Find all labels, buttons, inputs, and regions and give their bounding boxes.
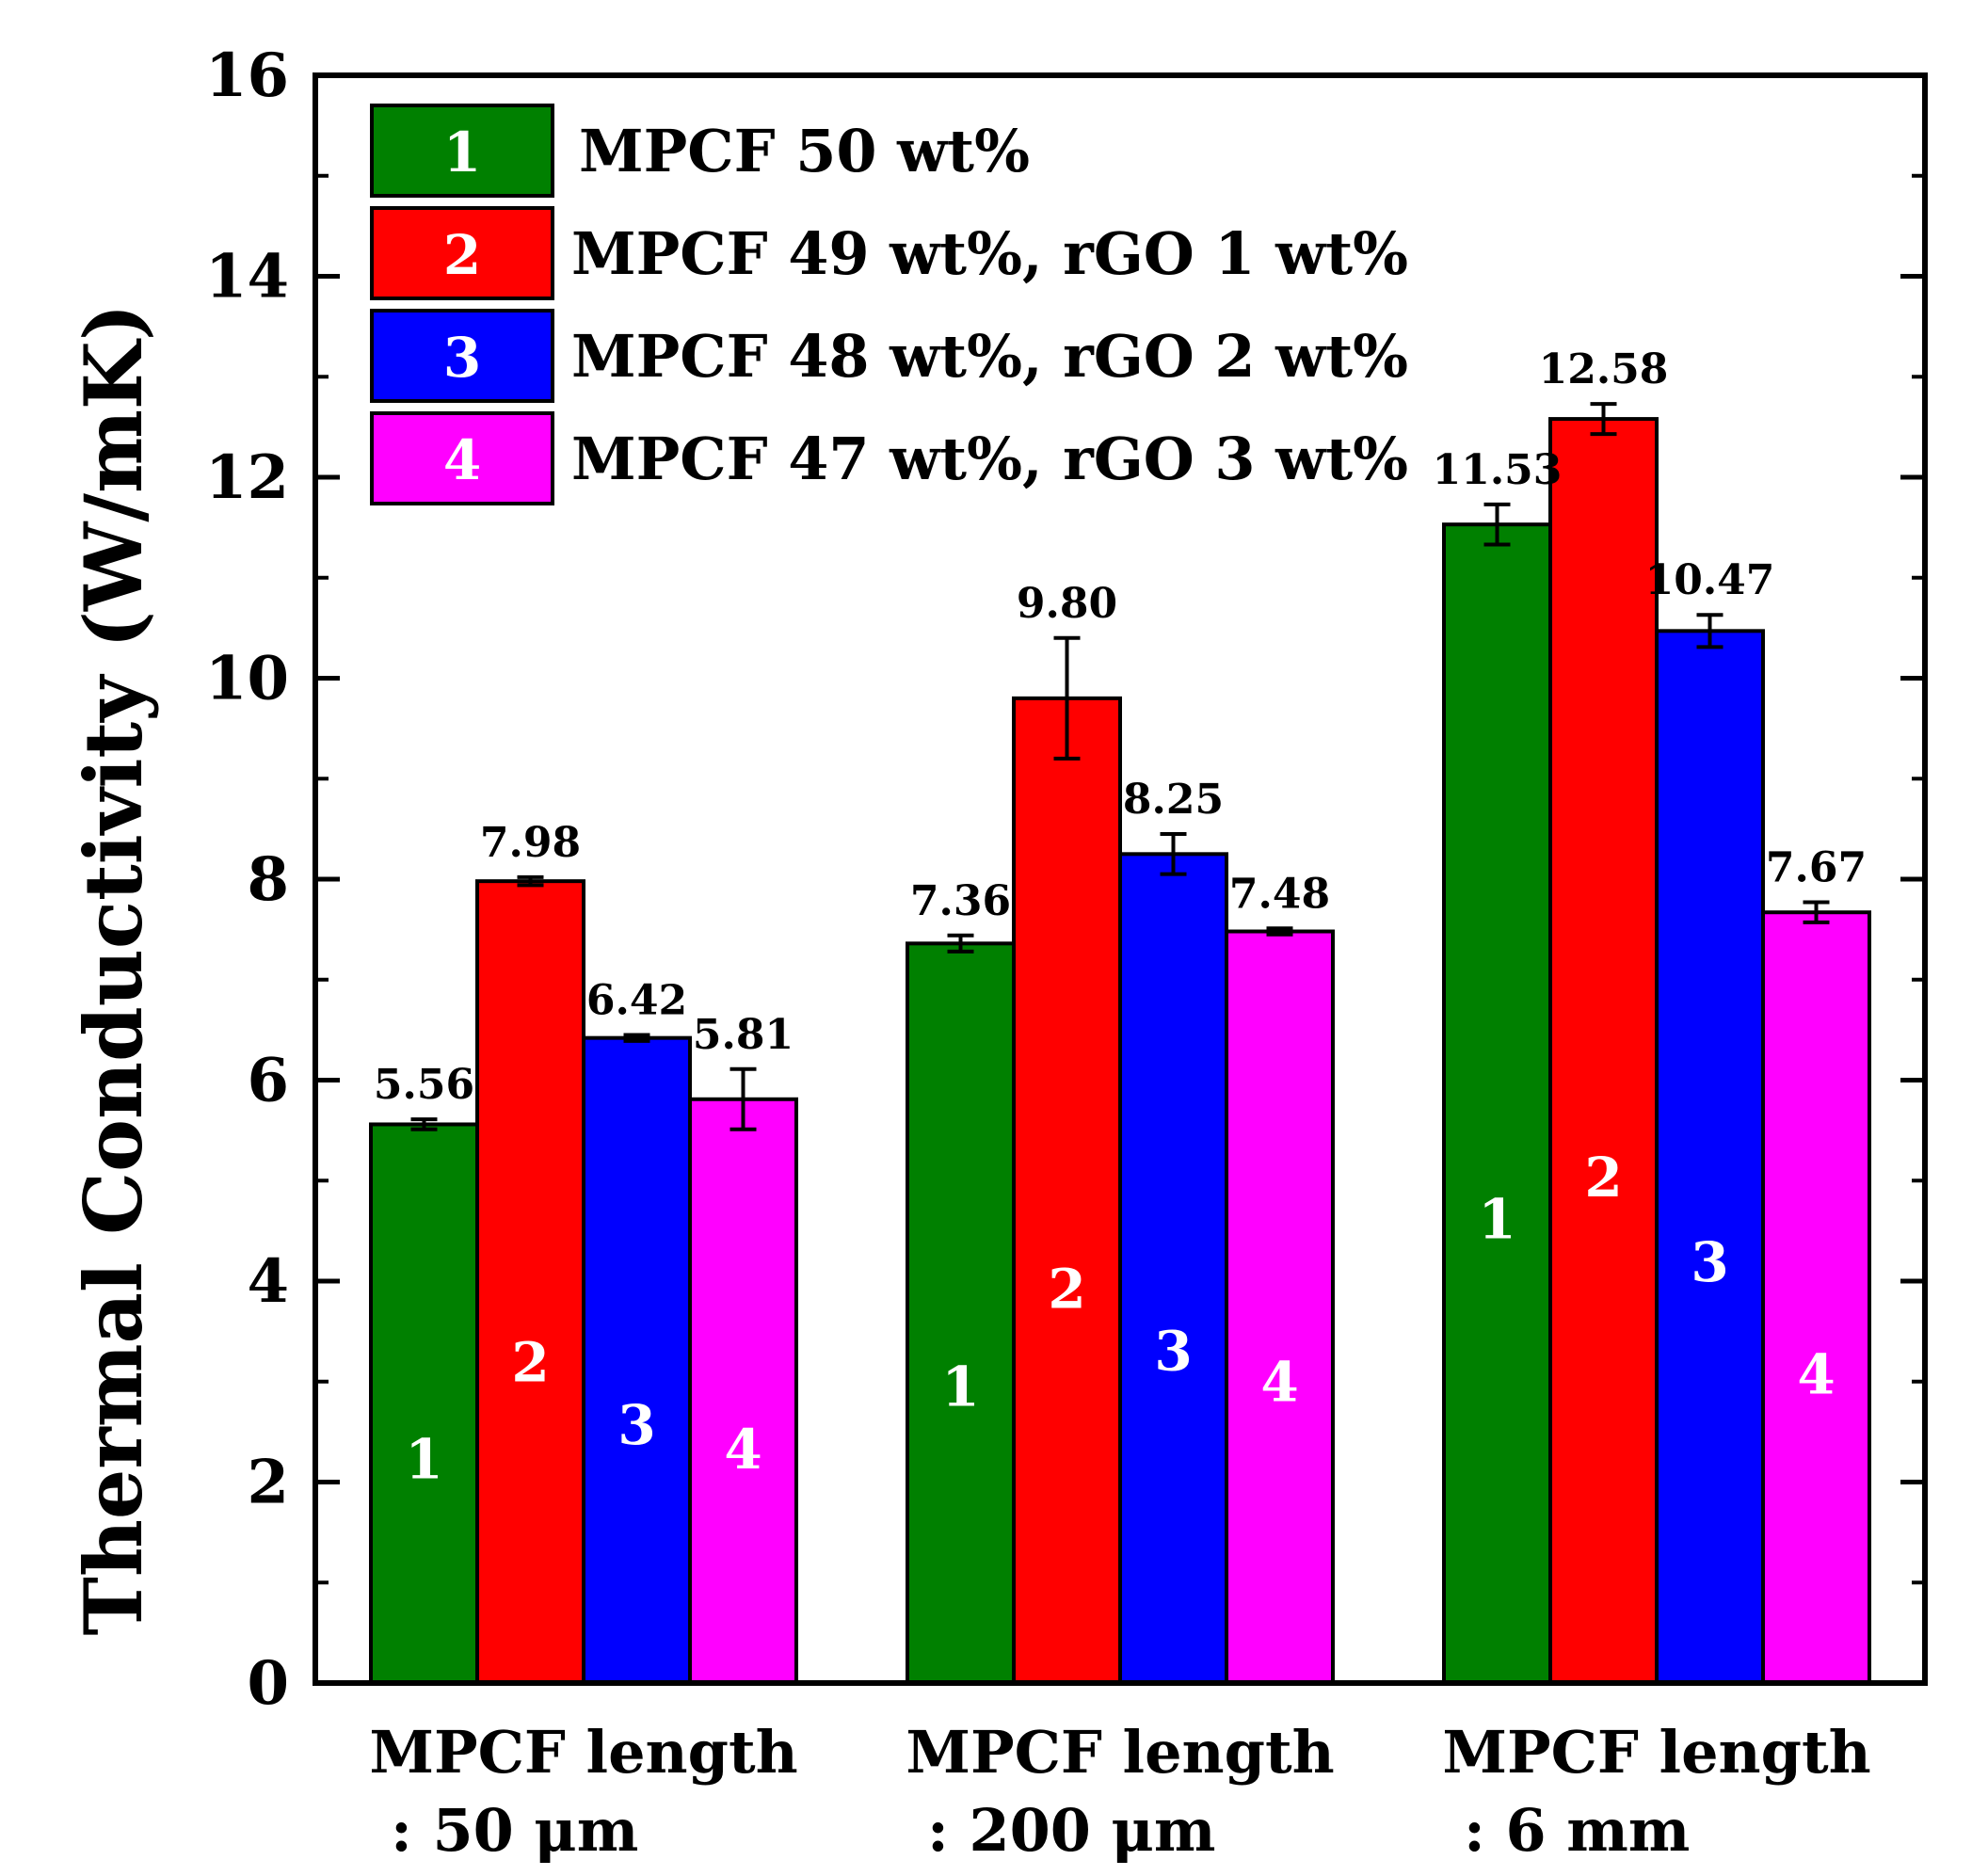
bar <box>582 1035 692 1686</box>
x-tick-label: : 6 mm <box>1464 1796 1690 1865</box>
bar-number-label: 2 <box>1048 1258 1085 1322</box>
bar <box>1655 629 1765 1685</box>
legend-swatch <box>370 411 554 505</box>
data-label: 5.56 <box>374 1061 474 1109</box>
bar <box>1012 696 1122 1685</box>
legend-swatch-number: 3 <box>443 326 481 390</box>
bar <box>369 1122 479 1685</box>
x-tick-label: MPCF length <box>1442 1718 1870 1787</box>
bar-number-label: 3 <box>1691 1230 1728 1294</box>
x-tick-label: : 200 μm <box>927 1796 1215 1865</box>
bar <box>1225 929 1335 1685</box>
x-tick-label: MPCF length <box>369 1718 797 1787</box>
y-axis-title: Thermal Conductivity (W/mK) <box>67 303 160 1635</box>
bar-number-label: 4 <box>1797 1342 1835 1406</box>
legend-swatch-number: 2 <box>443 223 481 287</box>
data-label: 6.42 <box>586 976 687 1024</box>
data-label: 7.48 <box>1229 870 1330 918</box>
data-label: 10.47 <box>1645 556 1775 604</box>
bar-number-label: 3 <box>1154 1320 1192 1384</box>
bar <box>1761 910 1871 1685</box>
bar-number-label: 4 <box>724 1418 762 1482</box>
legend-swatch-number: 1 <box>443 120 481 184</box>
legend: 1 MPCF 50 wt% 2 MPCF 49 wt%, rGO 1 wt% 3 MPCF… <box>370 104 1408 505</box>
bars-layer: 1 2 3 4 1 2 3 4 1 2 3 4 <box>369 417 1871 1686</box>
data-label: 12.58 <box>1539 345 1669 393</box>
y-tick-label: 8 <box>247 844 289 915</box>
bar-number-label: 1 <box>1478 1188 1515 1252</box>
y-tick-label: 6 <box>247 1046 289 1116</box>
data-label: 7.36 <box>910 877 1011 925</box>
data-label: 7.67 <box>1766 844 1867 892</box>
legend-swatch <box>370 104 554 198</box>
bar <box>1118 852 1228 1685</box>
y-tick-label: 2 <box>247 1448 289 1518</box>
value-labels-layer: 5.56 7.98 6.425.81 7.36 9.80 8.257.48 11.53 12.… <box>374 345 1867 1109</box>
data-label: 5.81 <box>693 1011 794 1059</box>
bar-number-label: 3 <box>617 1393 655 1457</box>
bar-number-label: 1 <box>405 1428 442 1492</box>
legend-label: MPCF 47 wt%, rGO 3 wt% <box>571 425 1408 493</box>
legend-label: MPCF 50 wt% <box>579 117 1030 185</box>
bar <box>475 879 585 1685</box>
data-label: 8.25 <box>1123 776 1224 824</box>
bar <box>1548 417 1659 1686</box>
x-tick-label: : 50 μm <box>391 1796 638 1865</box>
y-tick-label: 16 <box>205 40 289 111</box>
bar <box>1442 522 1552 1685</box>
error-bars-layer <box>410 402 1830 1131</box>
legend-swatch <box>370 309 554 403</box>
bar <box>688 1097 798 1685</box>
axes-layer: MPCF length : 50 μm MPCF length : 200 μm MPC… <box>205 40 1928 1865</box>
y-tick-label: 10 <box>205 644 289 714</box>
bar-number-label: 1 <box>941 1355 979 1419</box>
bar-number-label: 2 <box>1584 1146 1622 1210</box>
x-tick-label: MPCF length <box>906 1718 1334 1787</box>
bar-number-label: 4 <box>1260 1351 1298 1415</box>
legend-label: MPCF 49 wt%, rGO 1 wt% <box>571 219 1408 288</box>
legend-label: MPCF 48 wt%, rGO 2 wt% <box>571 322 1408 391</box>
legend-swatch-number: 4 <box>443 428 481 492</box>
bar-number-label: 2 <box>511 1330 549 1394</box>
y-tick-label: 12 <box>205 442 289 513</box>
bar <box>906 941 1016 1685</box>
legend-swatch <box>370 206 554 300</box>
y-tick-label: 14 <box>205 242 289 313</box>
y-tick-label: 4 <box>247 1246 289 1317</box>
data-label: 11.53 <box>1433 446 1563 494</box>
data-label: 9.80 <box>1017 580 1117 628</box>
y-tick-label: 0 <box>247 1648 289 1719</box>
data-label: 7.98 <box>480 819 581 867</box>
